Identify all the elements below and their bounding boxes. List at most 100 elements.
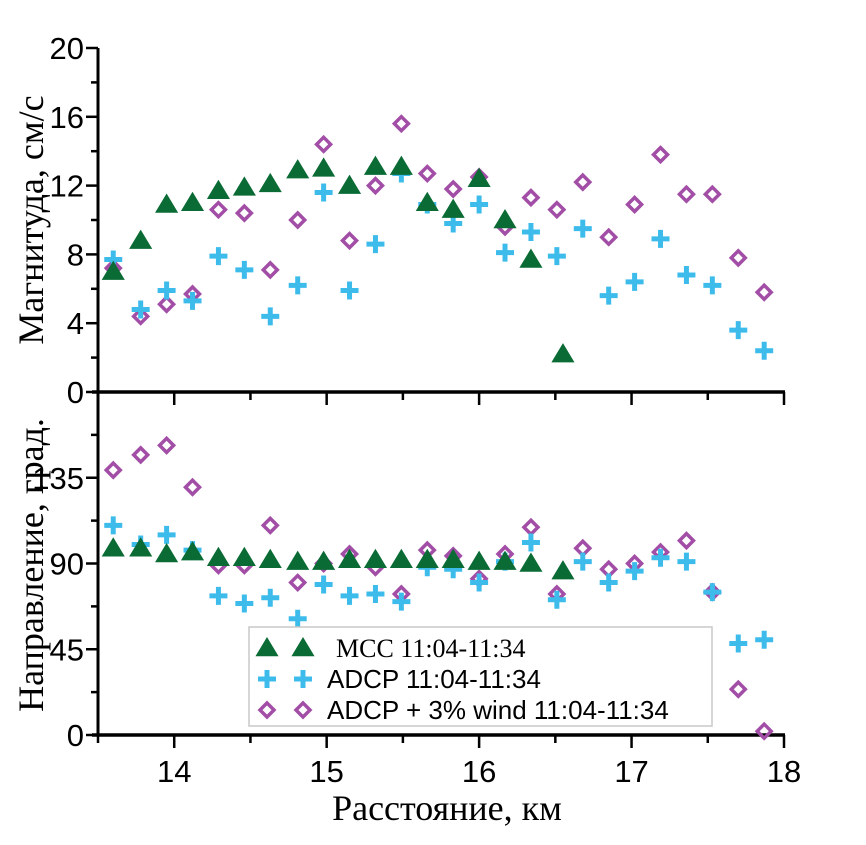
legend-label: ADCP 11:04-11:34 bbox=[327, 664, 541, 694]
top-point-diamond-open bbox=[417, 164, 437, 184]
legend-marker-plus bbox=[294, 670, 312, 688]
bottom-point-triangle bbox=[180, 541, 205, 561]
top-point-diamond-open bbox=[208, 200, 228, 220]
bottom-point-plus bbox=[729, 634, 748, 653]
bottom-point-triangle bbox=[441, 548, 465, 568]
top-point-plus bbox=[677, 266, 696, 285]
bottom-point-plus bbox=[573, 552, 592, 571]
bottom-point-plus bbox=[235, 594, 254, 613]
bottom-point-diamond-open bbox=[521, 517, 541, 537]
bottom-point-diamond-open bbox=[103, 460, 123, 480]
bottom-point-plus bbox=[366, 584, 385, 603]
top-point-plus bbox=[366, 235, 385, 254]
x-tick-label: 17 bbox=[614, 754, 648, 789]
bottom-point-diamond-open bbox=[754, 721, 774, 741]
bottom-y-tick-label: 135 bbox=[32, 461, 84, 496]
top-point-triangle bbox=[206, 179, 230, 200]
bottom-point-triangle bbox=[101, 537, 125, 557]
bottom-point-plus bbox=[392, 592, 411, 611]
bottom-point-triangle bbox=[312, 550, 336, 570]
top-point-plus bbox=[209, 247, 228, 266]
top-point-diamond-open bbox=[702, 184, 722, 204]
top-y-tick-label: 20 bbox=[50, 31, 84, 66]
top-point-plus bbox=[183, 291, 202, 310]
top-y-tick-label: 0 bbox=[67, 375, 84, 410]
top-point-triangle bbox=[286, 159, 310, 179]
top-point-plus bbox=[625, 272, 644, 291]
top-point-plus bbox=[235, 260, 254, 279]
bottom-point-triangle bbox=[129, 537, 153, 557]
bottom-point-diamond-open bbox=[728, 679, 748, 699]
legend-marker-diamond-open bbox=[257, 700, 277, 720]
top-point-plus bbox=[599, 286, 618, 305]
top-point-diamond-open bbox=[625, 195, 645, 214]
bottom-point-triangle bbox=[155, 542, 179, 563]
bottom-y-tick-label: 0 bbox=[67, 718, 84, 753]
legend-box bbox=[248, 626, 713, 727]
top-point-diamond-open bbox=[443, 179, 463, 199]
top-point-triangle bbox=[415, 191, 439, 212]
bottom-point-diamond-open bbox=[183, 477, 202, 497]
top-point-triangle bbox=[441, 198, 465, 218]
legend-label: MCC 11:04-11:34 bbox=[336, 634, 525, 663]
bottom-point-triangle bbox=[493, 550, 517, 570]
x-tick-label: 16 bbox=[462, 754, 496, 789]
bottom-point-triangle bbox=[286, 550, 310, 570]
top-point-diamond-open bbox=[651, 145, 670, 165]
top-point-diamond-open bbox=[521, 188, 541, 208]
top-point-triangle bbox=[232, 176, 256, 196]
bottom-point-triangle bbox=[415, 548, 439, 568]
top-point-triangle bbox=[180, 191, 205, 212]
top-point-triangle bbox=[363, 155, 387, 175]
top-point-plus bbox=[729, 321, 748, 340]
top-point-triangle bbox=[129, 229, 153, 249]
top-point-plus bbox=[288, 276, 307, 295]
top-point-diamond-open bbox=[573, 172, 593, 192]
tick-labels: 0 4 8 12 16 20 0 45 90 135 14 15 16 17 18 bbox=[32, 31, 801, 789]
top-y-tick-label: 4 bbox=[67, 306, 84, 341]
top-point-plus bbox=[521, 223, 540, 242]
top-point-diamond-open bbox=[260, 260, 280, 280]
top-point-diamond-open bbox=[157, 294, 177, 314]
bottom-point-plus bbox=[261, 588, 280, 607]
bottom-point-triangle bbox=[206, 546, 230, 567]
bottom-point-plus bbox=[677, 552, 696, 571]
top-y-tick-label: 8 bbox=[67, 237, 84, 272]
bottom-point-plus bbox=[314, 575, 333, 594]
top-series-diamond-open bbox=[103, 114, 774, 326]
top-point-diamond-open bbox=[234, 203, 254, 223]
top-point-diamond-open bbox=[676, 184, 696, 204]
bottom-point-plus bbox=[651, 548, 670, 567]
legend-marker-plus bbox=[258, 670, 276, 688]
x-axis-title: Расстояние, км bbox=[332, 788, 562, 828]
bottom-point-plus bbox=[703, 583, 722, 602]
top-point-plus bbox=[314, 183, 333, 202]
top-point-plus bbox=[340, 281, 359, 300]
legend-marker-diamond-open bbox=[293, 700, 313, 720]
bottom-y-tick-label: 45 bbox=[50, 632, 84, 667]
top-y-tick-label: 16 bbox=[50, 100, 84, 135]
bottom-point-triangle bbox=[467, 550, 491, 570]
bottom-point-triangle bbox=[363, 548, 387, 568]
bottom-point-plus bbox=[470, 573, 489, 592]
legend-entry: MCC 11:04-11:34 bbox=[255, 634, 525, 663]
bottom-point-plus bbox=[104, 516, 123, 535]
top-point-triangle bbox=[101, 260, 125, 280]
legend-entry: ADCP 11:04-11:34 bbox=[258, 664, 541, 694]
x-tick-label: 18 bbox=[767, 754, 801, 789]
legend-entry: ADCP + 3% wind 11:04-11:34 bbox=[257, 695, 669, 725]
bottom-point-diamond-open bbox=[131, 445, 151, 465]
top-y-axis-title: Магнитуда, см/с bbox=[11, 95, 51, 344]
top-point-diamond-open bbox=[547, 200, 567, 220]
top-point-diamond-open bbox=[131, 306, 151, 326]
top-point-plus bbox=[755, 341, 774, 360]
top-point-triangle bbox=[519, 248, 543, 268]
bottom-point-diamond-open bbox=[288, 573, 308, 593]
top-point-plus bbox=[496, 243, 515, 262]
bottom-series-triangle bbox=[101, 537, 575, 580]
top-point-triangle bbox=[155, 193, 179, 213]
top-point-diamond-open bbox=[365, 176, 385, 196]
top-point-diamond-open bbox=[288, 210, 308, 230]
top-point-triangle bbox=[337, 174, 362, 194]
